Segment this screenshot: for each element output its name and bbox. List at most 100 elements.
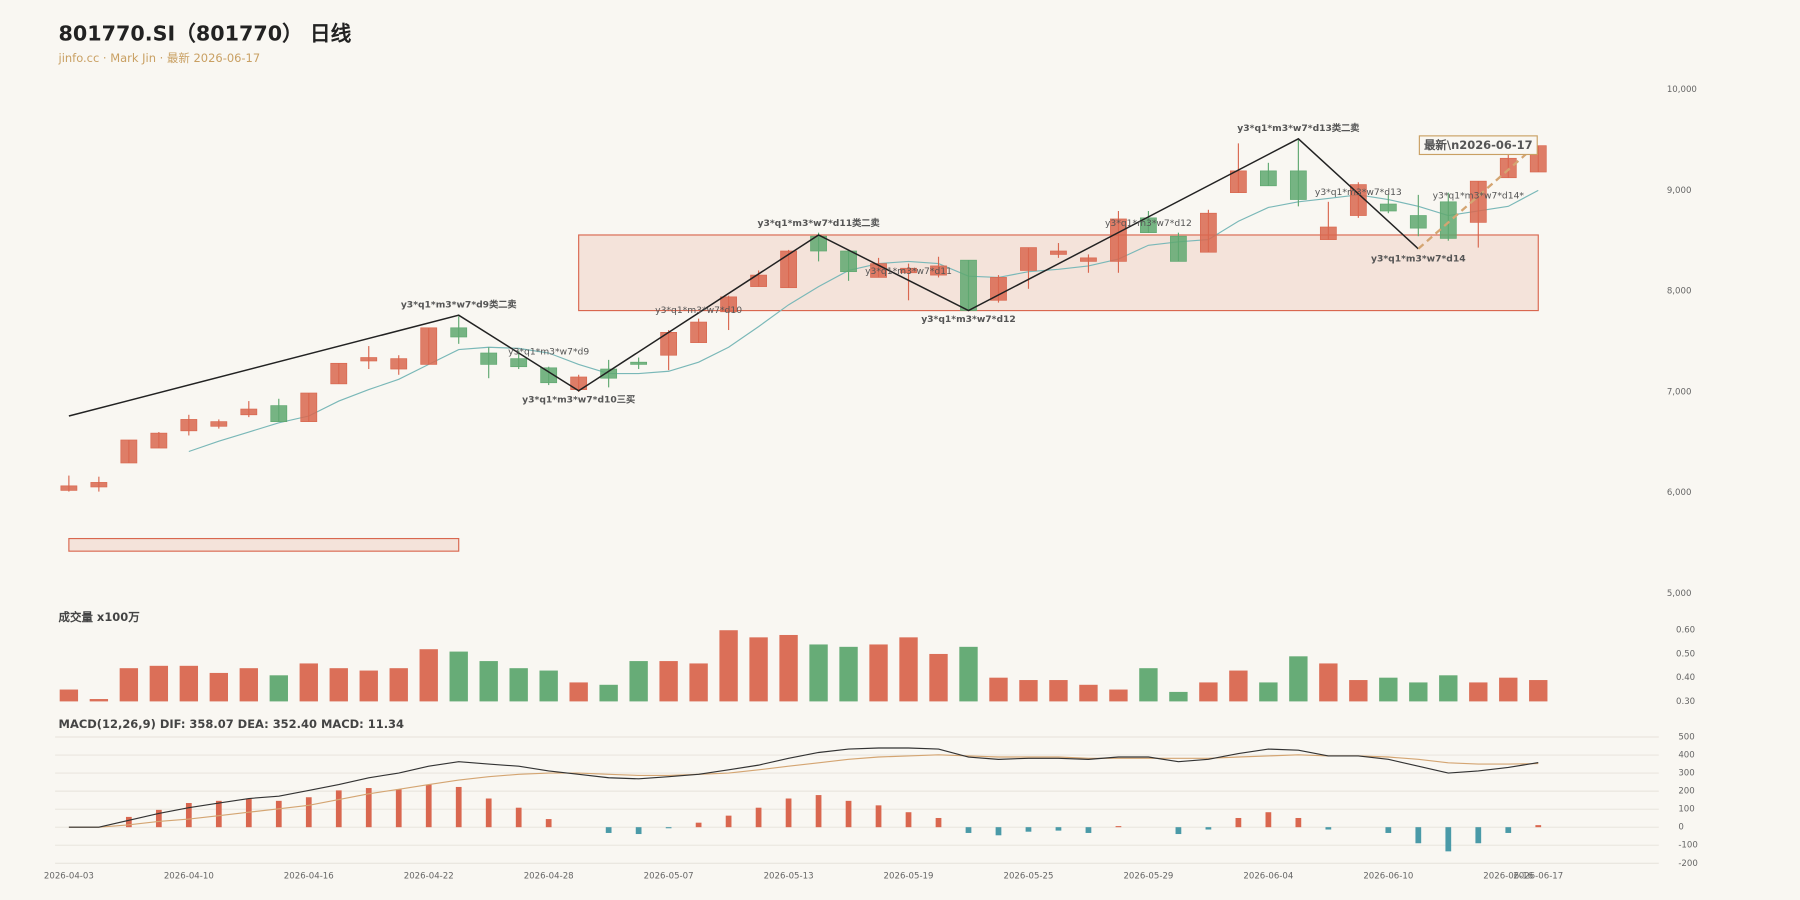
macd-bar xyxy=(365,788,372,828)
candle-body xyxy=(1020,247,1037,271)
macd-bar xyxy=(1175,827,1182,835)
x-tick-label: 2026-05-19 xyxy=(884,871,934,881)
volume-bar xyxy=(1139,668,1158,702)
candle-body xyxy=(1409,215,1427,229)
volume-bar xyxy=(1499,677,1518,702)
candle-body xyxy=(180,419,198,432)
macd-bar xyxy=(815,795,822,828)
candle-body xyxy=(1050,250,1067,255)
annotation: 最新\n2026-06-17 xyxy=(1424,138,1533,152)
x-tick-label: 2026-06-16 xyxy=(1483,871,1533,881)
volume-bar xyxy=(509,668,528,702)
annotation: y3*q1*m3*w7*d12 xyxy=(1105,218,1192,229)
extension-line xyxy=(1417,142,1540,250)
macd-bar xyxy=(185,803,192,828)
y-tick-label: 500 xyxy=(1678,732,1694,742)
candle-body xyxy=(330,362,348,385)
macd-bar xyxy=(905,812,912,828)
candle-body xyxy=(1319,226,1337,240)
volume-bar xyxy=(569,682,588,702)
macd-bar xyxy=(1265,812,1272,828)
volume-bar xyxy=(1319,663,1338,702)
candle-body xyxy=(150,432,168,449)
macd-bar xyxy=(695,822,702,828)
panel-title: MACD(12,26,9) DIF: 358.07 DEA: 352.40 MA… xyxy=(59,717,405,731)
candle-body xyxy=(930,265,947,276)
candle-body xyxy=(780,250,797,289)
volume-bar xyxy=(329,668,348,702)
chart-title: 801770.SI（801770） 日线 xyxy=(59,21,352,45)
macd-bar xyxy=(395,789,402,828)
volume-bar xyxy=(1289,656,1308,702)
x-tick-label: 2026-04-10 xyxy=(164,871,214,881)
y-tick-label: 300 xyxy=(1678,769,1694,779)
candle-body xyxy=(450,327,468,338)
macd-bar xyxy=(1085,827,1092,833)
annotation: y3*q1*m3*w7*d12 xyxy=(921,314,1016,325)
candle-body xyxy=(960,259,977,311)
macd-bar xyxy=(1235,817,1242,828)
volume-bar xyxy=(599,684,618,702)
x-tick-label: 2026-05-13 xyxy=(764,871,814,881)
volume-bar xyxy=(1529,680,1548,702)
volume-bar xyxy=(389,668,408,702)
volume-bar xyxy=(839,646,858,702)
macd-bar xyxy=(1025,827,1032,832)
y-tick-label: 0.60 xyxy=(1676,626,1695,636)
candle-body xyxy=(720,296,737,313)
volume-bar xyxy=(179,665,199,702)
volume-bar xyxy=(119,668,139,702)
volume-bar xyxy=(359,670,378,702)
y-tick-label: 5,000 xyxy=(1667,589,1692,599)
volume-bar xyxy=(1379,677,1398,702)
x-tick-label: 2026-06-17 xyxy=(1513,871,1563,881)
volume-bar xyxy=(1019,680,1038,702)
x-tick-label: 2026-06-04 xyxy=(1243,871,1293,881)
volume-bar xyxy=(299,663,318,702)
candle-body xyxy=(1439,201,1457,239)
volume-bar xyxy=(1169,691,1188,702)
volume-bar xyxy=(89,699,109,702)
candle-body xyxy=(570,376,588,390)
candle-body xyxy=(60,485,78,491)
candle-body xyxy=(480,352,498,365)
annotation: y3*q1*m3*w7*d9 xyxy=(508,346,589,357)
macd-bar xyxy=(305,797,312,828)
annotation: y3*q1*m3*w7*d10 xyxy=(655,305,742,316)
y-tick-label: 0.30 xyxy=(1676,697,1695,707)
candle-body xyxy=(1080,257,1097,262)
volume-bar xyxy=(239,668,258,702)
x-tick-label: 2026-04-22 xyxy=(404,871,454,881)
volume-bar xyxy=(1109,689,1128,702)
volume-bar xyxy=(989,677,1008,702)
volume-bar xyxy=(629,661,648,702)
macd-bar xyxy=(665,827,672,829)
macd-bar xyxy=(845,800,852,828)
y-tick-label: 200 xyxy=(1678,787,1694,797)
candle-body xyxy=(810,235,827,252)
volume-bar xyxy=(1079,684,1098,702)
volume-bar xyxy=(809,644,828,702)
candle-body xyxy=(390,358,408,370)
macd-bar xyxy=(1505,827,1512,833)
y-tick-label: 10,000 xyxy=(1667,85,1697,95)
volume-bar xyxy=(149,665,169,702)
candle-body xyxy=(510,358,528,368)
annotation-box xyxy=(1418,135,1538,156)
volume-bar xyxy=(419,649,438,702)
macd-bar xyxy=(1535,825,1542,828)
macd-bar xyxy=(1415,827,1422,844)
annotation: y3*q1*m3*w7*d14 xyxy=(1371,254,1466,265)
macd-bar xyxy=(1295,817,1302,828)
stroke-line xyxy=(68,137,1419,417)
macd-bar xyxy=(335,790,342,828)
macd-bar xyxy=(1385,827,1392,833)
macd-bar xyxy=(545,819,552,828)
candle-body xyxy=(630,361,648,365)
volume-bar xyxy=(689,663,708,702)
panel-title: 成交量 x100万 xyxy=(59,610,140,624)
candle-body xyxy=(600,368,618,379)
